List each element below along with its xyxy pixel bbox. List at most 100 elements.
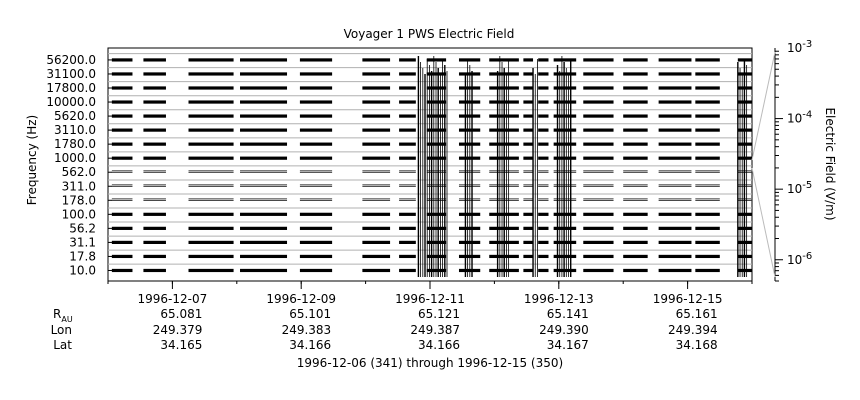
channel-data-segment [111,156,133,160]
channel-data-segment [188,86,234,90]
channel-data-segment [623,86,648,90]
channel-data-segment [695,226,720,230]
channel-data-segment [538,58,549,62]
channel-noise-band [658,184,692,186]
channel-noise-band [362,198,391,200]
channel-data-segment [188,142,234,146]
channel-data-segment [143,199,166,201]
channel-noise-band [240,198,288,200]
right-tick-base: 10 [787,253,802,267]
ephem-value-lon: 249.387 [410,323,460,337]
channel-data-segment [188,226,234,230]
channel-data-segment [583,114,614,118]
channel-data-segment [658,185,692,187]
channel-data-segment [553,185,577,187]
channel-noise-band [299,184,333,186]
channel-noise-band [583,170,614,172]
channel-data-segment [240,128,288,132]
channel-data-segment [188,268,234,273]
ephem-value-r: 65.101 [289,307,331,321]
channel-data-segment [362,240,391,245]
channel-data-segment [426,128,447,132]
channel-data-segment [658,212,692,216]
channel-data-segment [523,254,534,259]
ephem-value-lat: 34.167 [547,338,589,352]
channel-data-segment [623,156,648,160]
channel-data-segment [111,199,133,201]
channel-data-segment [695,100,720,104]
channel-data-segment [299,199,333,201]
channel-data-segment [143,128,166,132]
date-range-caption: 1996-12-06 (341) through 1996-12-15 (350… [297,356,563,370]
channel-data-segment [583,212,614,216]
channel-data-segment [695,86,720,90]
channel-data-segment [426,268,447,273]
y-tick-label: 31100.0 [46,67,96,81]
channel-noise-band [658,198,692,200]
channel-data-segment [299,86,333,90]
channel-data-segment [695,156,720,160]
channel-data-segment [583,226,614,230]
right-connector-bottom [751,167,776,278]
channel-data-segment [538,268,549,273]
y-axis-label: Frequency (Hz) [25,115,39,206]
channel-data-segment [426,171,447,173]
channel-noise-band [399,170,416,172]
channel-noise-band [623,198,648,200]
ephem-value-lon: 249.383 [282,323,332,337]
channel-noise-band [299,170,333,172]
channel-data-segment [553,128,577,132]
channel-data-segment [623,142,648,146]
ephem-label-r-sub: AU [61,315,72,324]
channel-data-segment [399,268,416,273]
channel-data-segment [240,185,288,187]
channel-data-segment [553,171,577,173]
y-tick-label: 178.0 [62,193,96,207]
channel-data-segment [695,199,720,201]
channel-noise-band [583,184,614,186]
channel-data-segment [538,240,549,245]
channel-data-segment [695,128,720,132]
channel-data-segment [362,212,391,216]
channel-data-segment [458,58,481,62]
channel-data-segment [523,86,534,90]
channel-noise-band [399,198,416,200]
channel-data-segment [399,240,416,245]
channel-data-segment [143,226,166,230]
channel-data-segment [362,128,391,132]
channel-data-segment [583,185,614,187]
channel-data-segment [523,226,534,230]
channel-noise-band [143,170,166,172]
channel-data-segment [553,72,577,76]
channel-data-segment [143,114,166,118]
channel-data-segment [399,226,416,230]
channel-data-segment [538,226,549,230]
channel-data-segment [188,100,234,104]
channel-data-segment [553,58,577,62]
channel-data-segment [426,114,447,118]
channel-data-segment [111,240,133,245]
channel-data-segment [538,171,549,173]
channel-data-segment [111,212,133,216]
channel-noise-band [658,170,692,172]
channel-data-segment [399,142,416,146]
channel-data-segment [583,142,614,146]
channel-data-segment [553,86,577,90]
channel-data-segment [399,212,416,216]
channel-data-segment [240,268,288,273]
channel-data-segment [188,114,234,118]
channel-data-segment [538,212,549,216]
channel-data-segment [399,185,416,187]
channel-data-segment [143,142,166,146]
channel-data-segment [299,212,333,216]
channel-strips [108,53,752,273]
channel-noise-band [523,198,534,200]
channel-data-segment [362,72,391,76]
channel-data-segment [143,72,166,76]
channel-data-segment [111,72,133,76]
channel-data-segment [623,72,648,76]
channel-noise-band [240,184,288,186]
channel-data-segment [523,171,534,173]
channel-data-segment [299,142,333,146]
